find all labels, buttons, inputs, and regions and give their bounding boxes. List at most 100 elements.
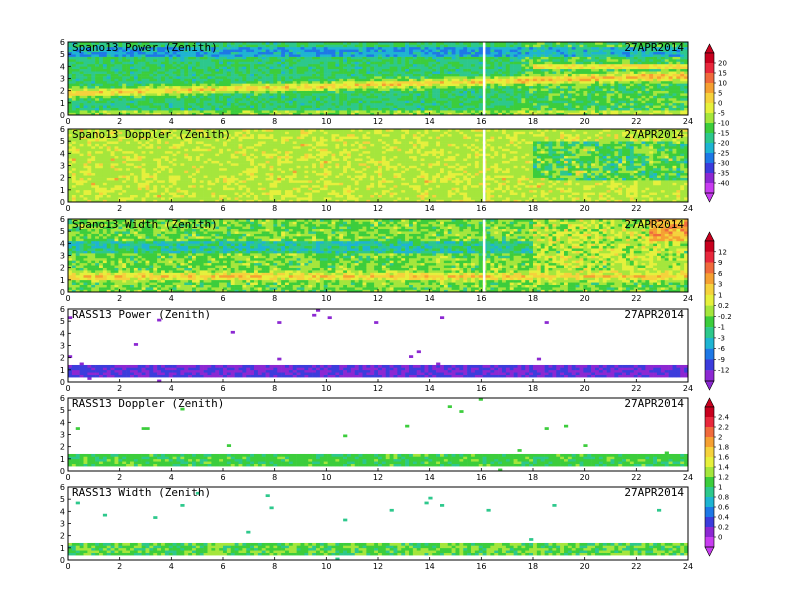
heatmap-cell [424,49,429,53]
heatmap-cell [285,71,290,74]
heatmap-cell [184,100,189,104]
heatmap-cell [347,42,352,45]
heatmap-cell [637,54,642,57]
heatmap-cell [536,73,542,77]
heatmap-cell [226,112,232,116]
heatmap-cell [575,90,580,94]
heatmap-cell [455,49,460,53]
heatmap-cell [95,63,100,67]
heatmap-cell [130,110,135,113]
heatmap-cell [319,56,325,60]
heatmap-cell [649,110,654,113]
heatmap-cell [281,80,286,84]
heatmap-cell [269,76,274,79]
heatmap-cell [149,68,154,72]
heatmap-cell [343,46,348,50]
heatmap-cell [544,68,549,72]
heatmap-cell [393,44,398,48]
heatmap-cell [478,83,483,87]
heatmap-cell [188,66,193,70]
heatmap-cell [265,66,270,70]
heatmap-cell [254,112,259,116]
heatmap-cell [490,102,495,106]
heatmap-cell [564,97,569,101]
heatmap-cell [261,78,266,82]
heatmap-cell [347,73,352,77]
heatmap-cell [75,49,80,53]
heatmap-cell [354,63,359,67]
heatmap-cell [420,107,425,111]
heatmap-cell [71,97,77,101]
heatmap-cell [622,95,627,99]
heatmap-cell [560,54,565,57]
heatmap-cell [517,112,522,116]
heatmap-cell [440,61,445,65]
heatmap-cell [374,44,379,48]
heatmap-cell [393,100,398,104]
heatmap-cell [649,90,654,94]
heatmap-cell [378,102,383,106]
heatmap-cell [106,51,111,55]
heatmap-cell [440,110,445,113]
heatmap-cell [269,107,274,111]
heatmap-cell [653,73,658,77]
heatmap-cell [223,95,228,99]
heatmap-cell [455,90,460,94]
heatmap-cell [447,61,452,65]
heatmap-cell [157,73,162,77]
heatmap-cell [571,90,576,94]
heatmap-cell [75,192,80,195]
heatmap-cell [83,88,88,91]
heatmap-cell [463,73,468,77]
heatmap-cell [288,112,294,116]
heatmap-cell [79,110,84,113]
heatmap-cell [265,63,270,67]
heatmap-cell [133,42,139,45]
heatmap-cell [420,100,425,104]
heatmap-cell [137,80,142,84]
heatmap-cell [564,61,569,65]
heatmap-cell [517,107,522,111]
heatmap-cell [393,46,398,50]
heatmap-cell [207,44,212,48]
heatmap-cell [486,97,491,101]
heatmap-cell [680,59,685,62]
heatmap-cell [122,66,127,70]
heatmap-cell [579,85,584,89]
heatmap-cell [591,102,596,106]
heatmap-cell [95,90,100,94]
heatmap-cell [153,76,158,79]
heatmap-cell [68,194,73,198]
heatmap-cell [316,63,321,67]
heatmap-cell [509,102,514,106]
y-tick-label: 5 [60,50,65,59]
heatmap-cell [343,63,348,67]
heatmap-cell [327,76,332,79]
heatmap-cell [343,100,348,104]
heatmap-cell [141,80,146,84]
heatmap-cell [420,59,425,62]
heatmap-cell [374,95,379,99]
heatmap-cell [478,59,483,62]
heatmap-cell [645,71,650,74]
heatmap-cell [308,73,313,77]
heatmap-cell [199,71,204,74]
heatmap-cell [370,97,375,101]
heatmap-cell [645,102,650,106]
heatmap-cell [649,46,654,50]
heatmap-cell [257,102,263,106]
heatmap-cell [629,85,635,89]
heatmap-cell [273,97,278,101]
heatmap-cell [254,95,259,99]
heatmap-cell [238,80,243,84]
heatmap-cell [393,110,398,113]
heatmap-cell [424,66,429,70]
heatmap-cell [79,61,84,65]
heatmap-cell [521,85,526,89]
heatmap-cell [207,97,212,101]
heatmap-cell [188,85,193,89]
heatmap-cell [502,88,507,91]
heatmap-cell [83,59,88,62]
heatmap-cell [455,42,460,45]
heatmap-cell [513,100,518,104]
